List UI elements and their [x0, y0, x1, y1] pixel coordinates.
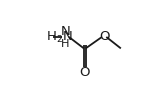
Text: N: N [61, 25, 70, 38]
Text: O: O [99, 30, 109, 43]
Text: H$_2$N: H$_2$N [46, 29, 73, 45]
Text: O: O [80, 66, 90, 79]
Text: H: H [61, 39, 70, 49]
